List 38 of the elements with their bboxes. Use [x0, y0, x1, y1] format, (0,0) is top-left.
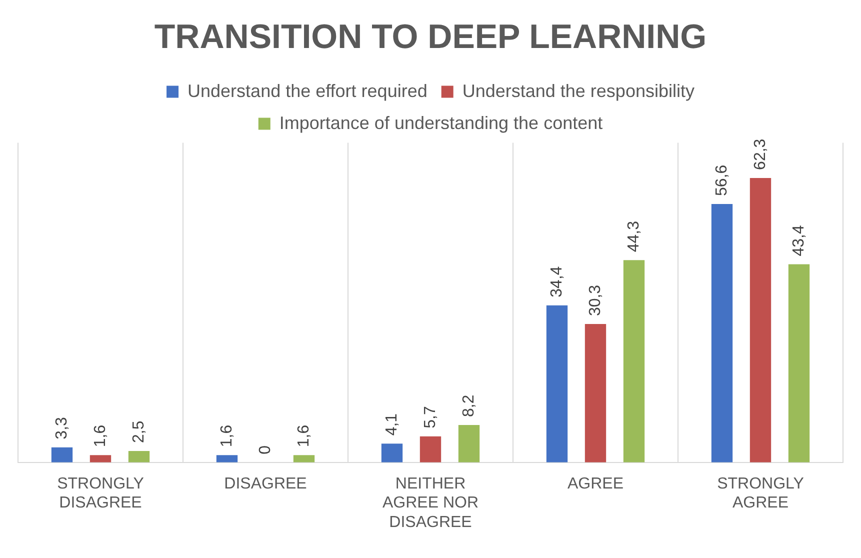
data-label: 1,6 [92, 424, 109, 448]
data-label: 44,3 [625, 220, 642, 252]
bar [788, 264, 810, 462]
bar [216, 455, 238, 462]
bar [128, 450, 150, 462]
bar [293, 455, 315, 462]
bar [546, 305, 568, 462]
data-label: 1,6 [295, 424, 312, 448]
bar [381, 444, 403, 462]
data-label: 4,1 [383, 413, 400, 436]
bar [90, 455, 112, 462]
bar [458, 424, 480, 462]
bar [623, 260, 645, 462]
data-label: 8,2 [460, 394, 478, 417]
bar [584, 324, 606, 462]
data-label: 5,7 [422, 406, 439, 428]
data-label: 56,6 [713, 164, 730, 196]
x-tick-label: AGREE [567, 475, 624, 492]
data-label: 43,4 [790, 225, 808, 256]
data-label: 1,6 [218, 424, 236, 448]
data-label: 30,3 [586, 284, 604, 316]
data-label: 34,4 [548, 266, 566, 298]
data-label: 3,3 [53, 416, 70, 440]
bar [51, 447, 73, 462]
x-tick-label: NEITHER AGREE NOR DISAGREE [382, 475, 479, 531]
legend-label: Understand the responsibility [462, 80, 694, 101]
x-tick-label: STRONGLY AGREE [717, 475, 804, 512]
bar [711, 204, 733, 462]
bar [420, 436, 442, 462]
x-tick-label: STRONGLY DISAGREE [57, 475, 144, 512]
bar [750, 178, 772, 462]
data-label: 62,3 [752, 138, 769, 170]
legend-label: Importance of understanding the content [279, 112, 603, 133]
chart-title: TRANSITION TO DEEP LEARNING [154, 18, 707, 56]
legend-label: Understand the effort required [188, 80, 428, 101]
x-tick-label: DISAGREE [224, 475, 307, 492]
data-label: 2,5 [130, 420, 148, 443]
data-label: 0 [256, 445, 274, 454]
